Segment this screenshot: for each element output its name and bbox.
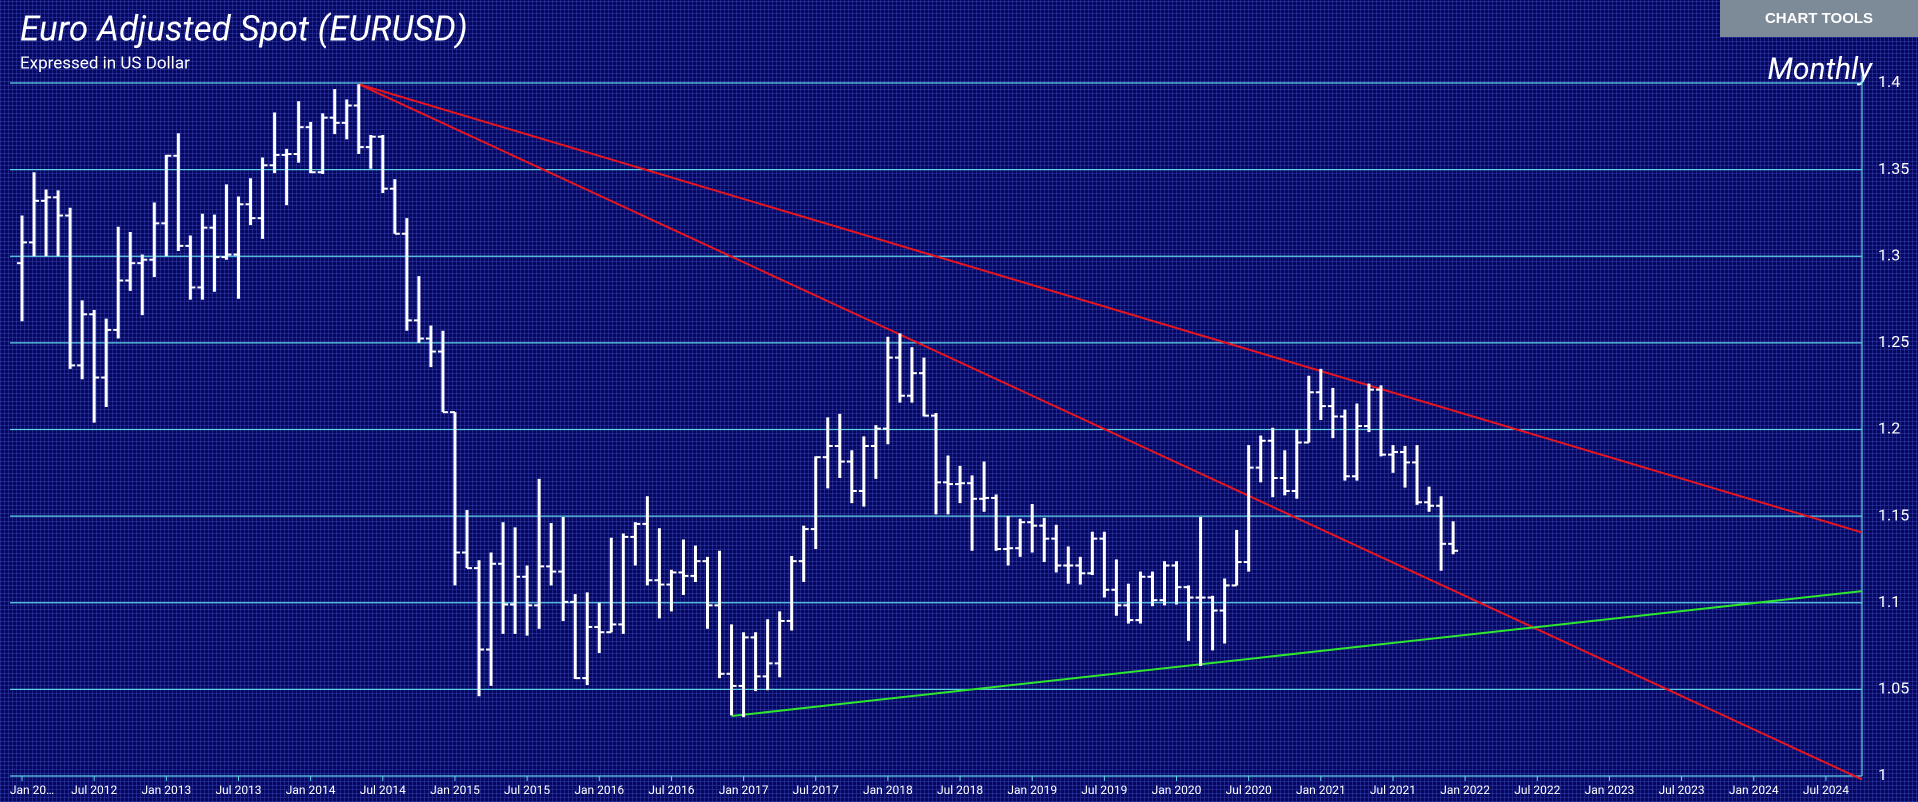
y-tick-label: 1.15 — [1878, 505, 1909, 524]
x-tick-label: Jul 2024 — [1803, 783, 1849, 797]
x-tick-label: Jan 2023 — [1585, 783, 1635, 797]
x-tick-label: Jul 2021 — [1370, 783, 1416, 797]
x-tick-label: Jan 2018 — [863, 783, 913, 797]
x-tick-label: Jul 2019 — [1081, 783, 1127, 797]
x-tick-label: Jan 2017 — [719, 783, 769, 797]
y-tick-label: 1.05 — [1878, 679, 1909, 698]
x-tick-label: Jan 2020 — [1152, 783, 1202, 797]
x-tick-label: Jan 20… — [10, 783, 54, 797]
x-tick-label: Jul 2017 — [793, 783, 839, 797]
x-tick-label: Jul 2014 — [360, 783, 406, 797]
trendline — [358, 83, 1863, 534]
x-tick-label: Jul 2022 — [1514, 783, 1560, 797]
y-tick-label: 1.35 — [1878, 159, 1909, 178]
x-tick-label: Jul 2016 — [648, 783, 694, 797]
y-tick-label: 1.3 — [1878, 245, 1900, 264]
chart-subtitle: Expressed in US Dollar — [20, 53, 190, 73]
x-tick-label: Jul 2012 — [71, 783, 117, 797]
x-tick-label: Jul 2015 — [504, 783, 550, 797]
x-tick-label: Jul 2020 — [1226, 783, 1272, 797]
y-tick-label: 1.25 — [1878, 332, 1909, 351]
x-tick-label: Jul 2023 — [1659, 783, 1705, 797]
chart-title: Euro Adjusted Spot (EURUSD) — [20, 8, 468, 49]
x-tick-label: Jan 2014 — [286, 783, 336, 797]
y-tick-label: 1.4 — [1878, 72, 1900, 91]
x-tick-label: Jan 2016 — [574, 783, 624, 797]
x-tick-label: Jan 2019 — [1007, 783, 1057, 797]
y-tick-label: 1.2 — [1878, 419, 1900, 438]
period-label: Monthly — [1768, 52, 1874, 87]
trendline — [731, 590, 1863, 718]
x-tick-label: Jan 2022 — [1440, 783, 1490, 797]
x-tick-label: Jan 2024 — [1729, 783, 1779, 797]
x-tick-label: Jan 2013 — [141, 783, 191, 797]
x-tick-label: Jul 2018 — [937, 783, 983, 797]
x-tick-label: Jul 2013 — [215, 783, 261, 797]
y-tick-label: 1 — [1878, 765, 1887, 784]
chart-tools-button[interactable]: CHART TOOLS — [1720, 0, 1918, 37]
x-tick-label: Jan 2015 — [430, 783, 480, 797]
trendline — [358, 83, 1863, 781]
x-tick-label: Jan 2021 — [1296, 783, 1346, 797]
y-tick-label: 1.1 — [1878, 592, 1900, 611]
